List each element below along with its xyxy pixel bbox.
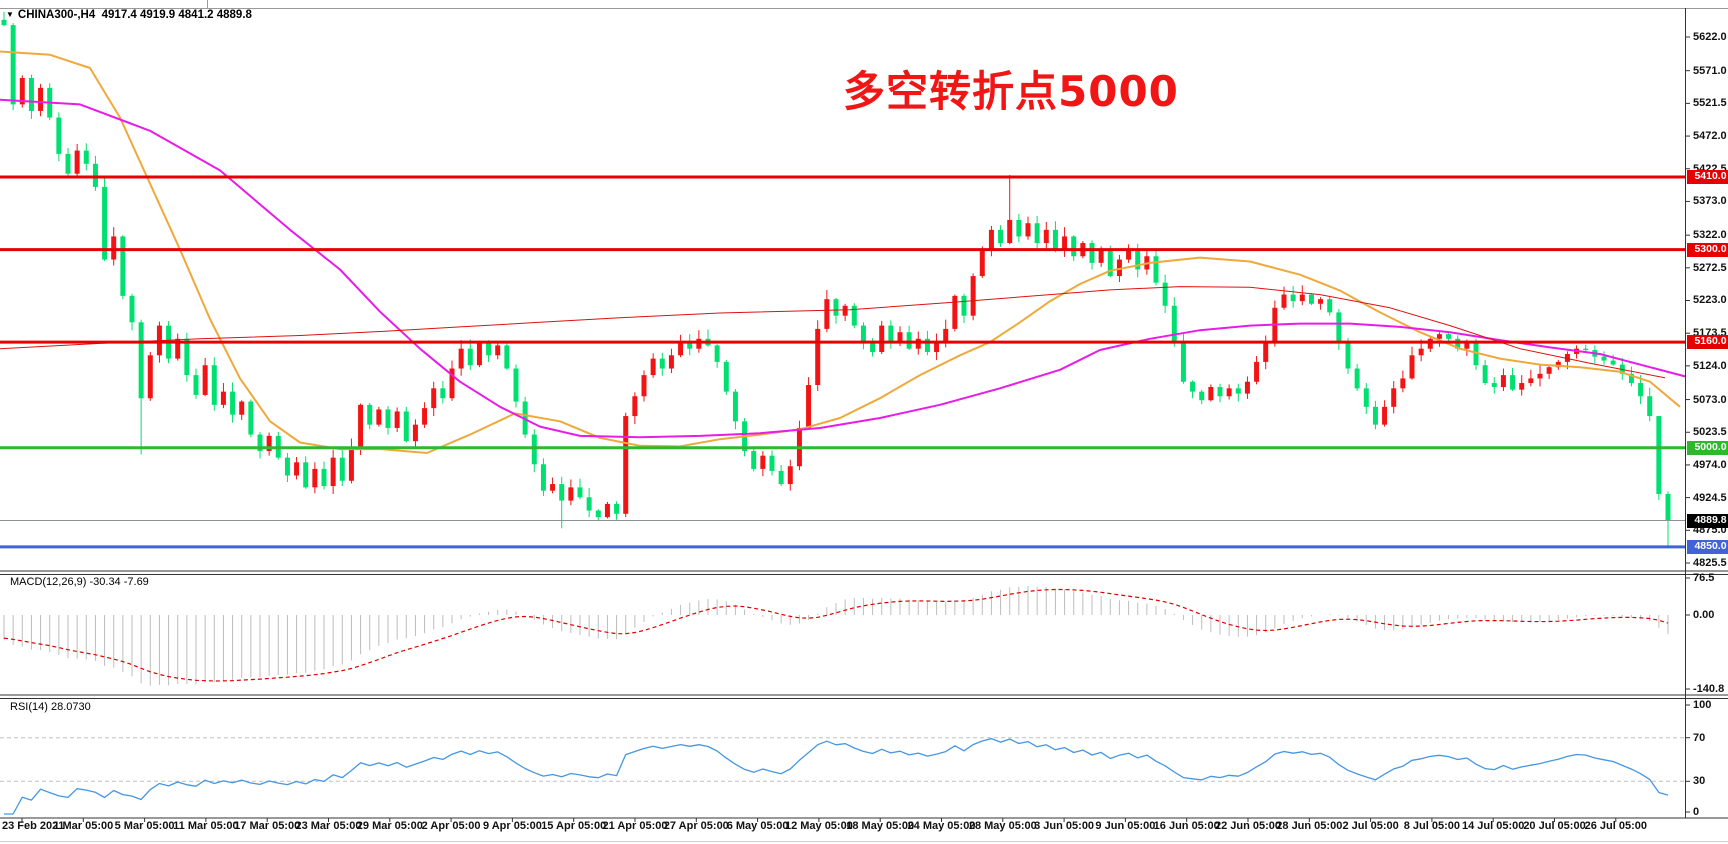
chevron-down-icon[interactable]: ▼ — [6, 10, 14, 19]
date-label[interactable]: 8 Jul 05:00 — [1403, 820, 1461, 832]
date-label[interactable]: 20 Jul 05:00 — [1523, 820, 1586, 832]
date-label[interactable]: 28 Jun 05:00 — [1276, 820, 1343, 832]
price-tick-label: 5373.0 — [1693, 195, 1727, 208]
date-label[interactable]: 12 May 05:00 — [784, 820, 853, 832]
date-label[interactable]: 2 Apr 05:00 — [421, 820, 481, 832]
rsi-label: RSI(14) 28.0730 — [10, 701, 91, 713]
price-tick-label: 5272.5 — [1693, 261, 1727, 274]
date-label[interactable]: 24 May 05:00 — [907, 820, 976, 832]
price-tick-label: 5521.5 — [1693, 97, 1727, 110]
date-label[interactable]: 15 Apr 05:00 — [541, 820, 607, 832]
date-label[interactable]: 18 May 05:00 — [846, 820, 915, 832]
date-label[interactable]: 16 Jun 05:00 — [1153, 820, 1220, 832]
rsi-tick-label: 70 — [1693, 731, 1706, 744]
date-label[interactable]: 9 Apr 05:00 — [482, 820, 542, 832]
date-label[interactable]: 17 Mar 05:00 — [234, 820, 301, 832]
rsi-tick-label: 100 — [1693, 699, 1712, 711]
date-label[interactable]: 23 Mar 05:00 — [295, 820, 362, 832]
candlesticks — [1, 19, 1671, 521]
macd-tick-label: -140.8 — [1693, 683, 1725, 695]
rsi-line — [4, 737, 1669, 815]
ma-orange — [0, 50, 1681, 454]
price-tick-label: 5571.0 — [1693, 64, 1727, 77]
price-tick-label: 4924.5 — [1693, 491, 1727, 504]
date-label[interactable]: 21 Apr 05:00 — [602, 820, 668, 832]
date-label[interactable]: 5 Mar 05:00 — [114, 820, 175, 832]
price-tick-label: 5622.0 — [1693, 31, 1727, 43]
macd-label: MACD(12,26,9) -30.34 -7.69 — [10, 576, 149, 588]
rsi-tick-label: 30 — [1693, 775, 1706, 788]
bid-price-label: 4889.8 — [1687, 513, 1728, 528]
level-label-4850.0[interactable]: 4850.0 — [1687, 539, 1728, 554]
ma-magenta — [0, 98, 1686, 439]
level-label-5410.0[interactable]: 5410.0 — [1687, 170, 1728, 184]
macd-values: -30.34 -7.69 — [89, 576, 149, 588]
price-tick-label: 4825.5 — [1693, 557, 1727, 569]
price-tick-label: 5073.0 — [1693, 393, 1727, 406]
level-label-5300.0[interactable]: 5300.0 — [1687, 242, 1728, 257]
macd-tick-label: 76.5 — [1693, 571, 1715, 584]
price-tick-label: 5124.0 — [1693, 359, 1727, 372]
date-label[interactable]: 2 Jul 05:00 — [1342, 820, 1399, 832]
date-label[interactable]: 27 Apr 05:00 — [663, 820, 729, 832]
date-label[interactable]: 11 Mar 05:00 — [173, 820, 239, 832]
date-label[interactable]: 22 Jun 05:00 — [1214, 820, 1282, 832]
ohlc-values: 4917.4 4919.9 4841.2 4889.8 — [101, 9, 252, 21]
date-label[interactable]: 28 May 05:00 — [968, 820, 1037, 832]
macd-tick-label: 0.00 — [1693, 609, 1715, 621]
macd-signal-line — [3, 588, 1669, 682]
price-tick-label: 5223.0 — [1693, 294, 1727, 307]
date-label[interactable]: 23 Feb 2021 — [2, 820, 65, 832]
price-tick-label: 5322.0 — [1693, 229, 1727, 242]
date-label[interactable]: 9 Jun 05:00 — [1095, 820, 1156, 832]
date-label[interactable]: 14 Jul 05:00 — [1462, 820, 1525, 832]
annotation-text[interactable]: 多空转折点5000 — [843, 67, 1179, 116]
rsi-value: 28.0730 — [50, 701, 91, 713]
symbol-label: CHINA300-,H4 — [17, 9, 96, 21]
symbol-ohlc-bar: ▼ CHINA300-,H4 4917.4 4919.9 4841.2 4889.… — [6, 9, 252, 21]
rsi-tick-label: 0 — [1693, 806, 1700, 818]
date-label[interactable]: 1 Mar 05:00 — [53, 820, 114, 832]
date-label[interactable]: 6 May 05:00 — [726, 820, 789, 832]
price-tick-label: 5472.0 — [1693, 130, 1727, 143]
price-tick-label: 5023.5 — [1693, 426, 1727, 439]
level-label-5000.0[interactable]: 5000.0 — [1687, 440, 1728, 455]
level-label-5160.0[interactable]: 5160.0 — [1687, 335, 1728, 350]
price-tick-label: 4974.0 — [1693, 458, 1727, 471]
date-label[interactable]: 3 Jun 05:00 — [1034, 820, 1095, 832]
date-label[interactable]: 26 Jul 05:00 — [1584, 820, 1647, 832]
date-label[interactable]: 29 Mar 05:00 — [356, 820, 423, 832]
ma-red — [0, 286, 1666, 379]
